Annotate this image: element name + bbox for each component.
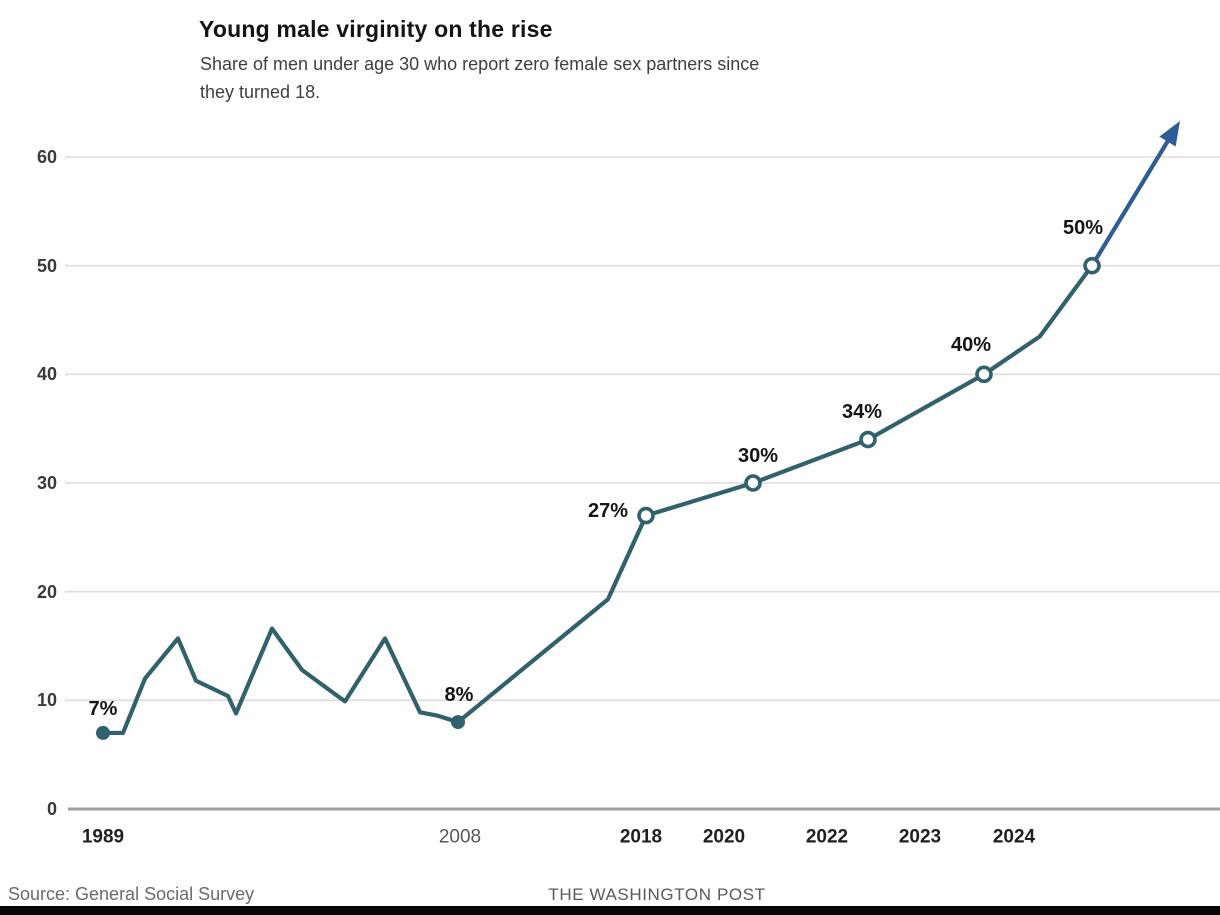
data-point-marker	[637, 506, 655, 525]
bottom-bar	[0, 906, 1220, 915]
series-line	[100, 263, 1095, 736]
chart-subtitle-line1: Share of men under age 30 who report zer…	[200, 54, 760, 74]
publisher-brand: THE WASHINGTON POST	[548, 885, 766, 904]
data-point-marker	[451, 715, 465, 730]
data-point-marker	[975, 365, 993, 384]
data-point-marker	[744, 474, 762, 492]
trend-arrowhead-icon	[1159, 121, 1180, 147]
data-point-marker	[859, 430, 877, 449]
chart-title: Young male virginity on the rise	[199, 16, 553, 42]
chart-subtitle-line2: they turned 18.	[200, 82, 321, 102]
source-credit: Source: General Social Survey	[8, 884, 255, 904]
data-point-marker	[96, 725, 110, 740]
trend-arrow-shaft	[1089, 131, 1175, 268]
data-point-marker	[1083, 256, 1101, 275]
